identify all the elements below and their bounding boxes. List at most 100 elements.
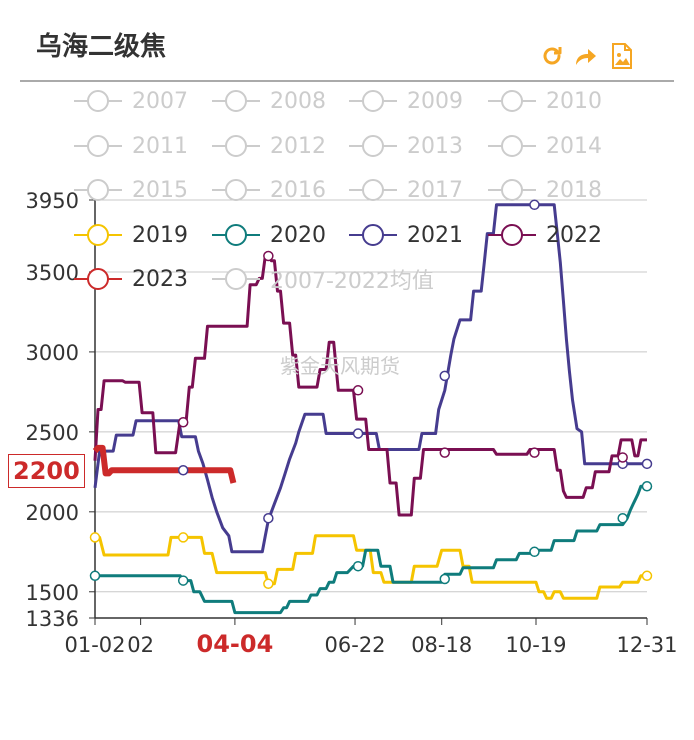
legend-item-2015[interactable]: 2015 (72, 175, 188, 205)
save-image-icon[interactable] (608, 42, 636, 70)
series-marker-2019 (641, 570, 653, 582)
watermark: 紫金天风期货 (280, 354, 400, 378)
x-tick-label: 08-18 (411, 633, 472, 657)
x-tick-label: 02 (127, 633, 154, 657)
legend-symbol (488, 90, 536, 112)
legend-item-2009[interactable]: 2009 (347, 86, 463, 116)
share-icon[interactable] (572, 42, 600, 70)
x-tick-label: 06-22 (325, 633, 386, 657)
series-marker-2021 (352, 428, 364, 439)
legend-item-2019[interactable]: 2019 (72, 220, 188, 250)
legend-label: 2013 (407, 133, 463, 159)
restore-icon[interactable] (538, 42, 566, 70)
legend-label: 2007-2022均值 (270, 269, 434, 294)
legend-symbol (349, 90, 397, 112)
series-line-2023 (92, 444, 237, 484)
legend-item-2014[interactable]: 2014 (486, 131, 602, 161)
legend-circle (501, 179, 523, 201)
legend-label: 2008 (270, 88, 326, 114)
legend-label: 2011 (132, 133, 188, 159)
legend-item-2011[interactable]: 2011 (72, 131, 188, 161)
legend-circle (362, 135, 384, 157)
legend-circle (501, 135, 523, 157)
legend-item-2017[interactable]: 2017 (347, 175, 463, 205)
legend-symbol (74, 268, 122, 290)
legend-symbol (488, 179, 536, 201)
legend-circle (225, 135, 247, 157)
series-marker-2021 (641, 458, 653, 470)
series-marker-2019 (177, 532, 189, 543)
legend-item-2016[interactable]: 2016 (210, 175, 326, 205)
legend-circle (225, 268, 247, 290)
x-tick-label-highlight: 04-04 (197, 630, 274, 658)
legend-item-2013[interactable]: 2013 (347, 131, 463, 161)
legend-item-2018[interactable]: 2018 (486, 175, 602, 205)
legend-circle (225, 90, 247, 112)
legend-circle (87, 90, 109, 112)
x-tick-label: 12-31 (616, 633, 677, 657)
markers-layer (89, 199, 653, 590)
legend-symbol (212, 268, 260, 290)
x-tick-label: 10-19 (505, 633, 566, 657)
series-marker-2021 (177, 464, 189, 476)
legend-item-2022[interactable]: 2022 (486, 220, 602, 250)
legend-label: 2010 (546, 88, 602, 114)
legend-item-2020[interactable]: 2020 (210, 220, 326, 250)
legend-circle (225, 179, 247, 201)
series-line-2019 (95, 534, 647, 600)
series-marker-2020 (439, 573, 451, 585)
legend-label: 2020 (270, 222, 326, 248)
series-marker-2021 (263, 512, 274, 524)
legend-item-2010[interactable]: 2010 (486, 86, 602, 116)
series-marker-2021 (529, 199, 540, 211)
legend-label: 2007 (132, 88, 188, 114)
series-marker-2019 (263, 578, 274, 590)
legend-symbol (74, 90, 122, 112)
series-marker-2019 (89, 532, 101, 543)
legend-item-2007[interactable]: 2007 (72, 86, 188, 116)
series-line-2021 (93, 203, 647, 554)
y-tick-label: 3000 (26, 341, 79, 365)
y-tick-label: 3950 (26, 189, 79, 213)
series-marker-2022 (439, 447, 451, 458)
series-marker-2020 (89, 570, 101, 582)
legend-symbol (488, 224, 536, 246)
legend-label: 2022 (546, 222, 602, 248)
legend-item-2012[interactable]: 2012 (210, 131, 326, 161)
legend-circle (501, 224, 523, 246)
legend-label: 2016 (270, 177, 326, 203)
y-tick-label: 2500 (26, 421, 79, 445)
legend-circle (501, 90, 523, 112)
legend-symbol (349, 224, 397, 246)
legend-circle (362, 90, 384, 112)
y-tick-label: 3500 (26, 261, 79, 285)
series-marker-2020 (352, 560, 364, 572)
series-marker-2020 (529, 546, 540, 558)
y-tick-label: 2000 (26, 501, 79, 525)
legend-circle (87, 135, 109, 157)
legend-symbol (74, 135, 122, 157)
series-marker-2022 (617, 452, 628, 463)
legend-symbol (212, 224, 260, 246)
save-image-icon-glyph (612, 43, 632, 69)
series-marker-2021 (439, 370, 451, 382)
legend-item-2007-2022均值[interactable]: 2007-2022均值 (210, 264, 434, 294)
legend-item-2008[interactable]: 2008 (210, 86, 326, 116)
series-marker-2020 (617, 512, 628, 524)
legend-symbol (349, 179, 397, 201)
chart-title: 乌海二级焦 (36, 32, 167, 62)
legend-symbol (488, 135, 536, 157)
legend-circle (225, 224, 247, 246)
legend-symbol (212, 135, 260, 157)
legend-symbol (212, 179, 260, 201)
legend-item-2021[interactable]: 2021 (347, 220, 463, 250)
title-divider (20, 80, 674, 82)
share-icon-glyph (576, 49, 596, 65)
series-line-2020 (95, 484, 647, 615)
legend-item-2023[interactable]: 2023 (72, 264, 188, 294)
series-line-2022 (93, 254, 647, 517)
x-tick-label: 01-02 (64, 633, 125, 657)
y-tick-label: 1336 (26, 607, 79, 631)
